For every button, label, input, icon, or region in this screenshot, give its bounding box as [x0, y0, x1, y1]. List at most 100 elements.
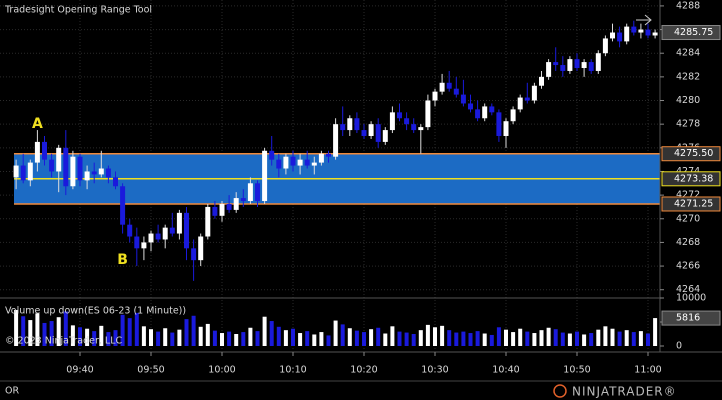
price-marker-label: 4275.50 — [674, 148, 713, 159]
x-tick-label: 11:00 — [634, 365, 661, 376]
y-tick-label: 4278 — [676, 119, 700, 130]
candle-body — [631, 26, 637, 33]
volume-bar — [184, 319, 189, 346]
volume-bar — [347, 328, 352, 346]
candle-body — [184, 212, 189, 249]
candle-body — [347, 118, 353, 131]
volume-bar — [653, 318, 658, 346]
volume-bar — [35, 313, 40, 346]
volume-bar — [149, 329, 153, 346]
annotation: A — [32, 116, 43, 132]
annotation: B — [117, 252, 128, 268]
candle-body — [134, 236, 140, 249]
candle-body — [255, 183, 260, 202]
candle-body — [425, 100, 431, 128]
candle-body — [397, 112, 402, 119]
volume-bar — [106, 332, 111, 346]
candle-body — [624, 26, 630, 42]
candle-body — [176, 212, 182, 234]
volume-bar — [113, 330, 118, 346]
candle-body — [404, 118, 410, 125]
candle-body — [247, 183, 253, 202]
volume-bar — [610, 328, 615, 346]
candle-body — [546, 62, 552, 77]
candle-body — [539, 76, 544, 86]
volume-bar — [120, 314, 125, 346]
price-marker-label: 4285.75 — [674, 27, 713, 38]
candle-body — [304, 159, 310, 166]
volume-bar — [99, 325, 104, 346]
x-tick-label: 10:10 — [279, 365, 306, 376]
price-marker-label: 4271.25 — [674, 198, 713, 209]
volume-bar — [49, 321, 54, 346]
candle-body — [27, 162, 33, 181]
candle-body — [574, 59, 580, 68]
volume-bar — [255, 331, 260, 346]
volume-bar — [354, 330, 359, 346]
volume-bar — [646, 333, 650, 346]
candle-body — [382, 130, 388, 142]
candle-body — [524, 97, 530, 101]
volume-bar — [170, 332, 175, 346]
volume-bar — [63, 311, 68, 346]
volume-bar — [262, 316, 267, 346]
volume-bar — [163, 328, 168, 346]
candle-body — [169, 227, 175, 234]
candle-body — [205, 206, 211, 237]
candle-body — [141, 242, 147, 249]
volume-bar — [546, 327, 551, 346]
candle-body — [333, 124, 339, 157]
candle-body — [212, 206, 218, 216]
volume-bar — [177, 329, 182, 346]
volume-bar — [333, 320, 338, 346]
candle-body — [581, 62, 587, 68]
volume-bar — [127, 318, 132, 346]
candle-body — [34, 141, 40, 163]
y-tick-label: 4268 — [676, 237, 700, 248]
candle-body — [617, 32, 623, 42]
volume-bar — [248, 327, 253, 346]
candle-body — [411, 124, 417, 131]
candle-body — [453, 88, 459, 95]
volume-bar — [425, 324, 430, 346]
volume-bar — [603, 326, 608, 346]
footer-tab: OR — [5, 386, 19, 397]
volume-bar — [461, 331, 466, 346]
brand: NINJATRADER® — [572, 385, 677, 399]
candle-body — [567, 59, 573, 71]
candle-body — [510, 109, 516, 122]
volume-marker-label: 5816 — [676, 313, 700, 324]
volume-bar — [369, 329, 374, 346]
volume-bar — [404, 332, 409, 346]
candle-body — [468, 103, 473, 110]
candle-body — [198, 236, 204, 261]
candle-body — [49, 159, 55, 172]
candle-body — [13, 165, 19, 178]
candle-body — [560, 65, 566, 71]
volume-bar — [596, 329, 601, 346]
price-marker — [661, 171, 721, 187]
chart-title: Tradesight Opening Range Tool — [4, 5, 152, 16]
candle-body — [127, 224, 133, 237]
candle-body — [652, 32, 658, 36]
candle-body — [460, 94, 466, 104]
candle-body — [553, 62, 559, 66]
volume-bar — [468, 333, 473, 346]
candle-body — [226, 203, 232, 210]
candle-body — [326, 153, 331, 157]
volume-title: Volume up down(ES 06-23 (1 Minute)) — [5, 306, 186, 317]
candle-body — [290, 156, 296, 166]
volume-bar — [134, 312, 139, 346]
volume-bar — [78, 327, 82, 346]
candle-body — [482, 106, 488, 119]
candle-body — [77, 156, 83, 181]
volume-bar — [141, 326, 146, 346]
candle-body — [283, 156, 289, 169]
candle-body — [155, 233, 161, 240]
volume-tick-label: 0 — [676, 341, 682, 352]
volume-bar — [283, 330, 288, 346]
candle-body — [311, 162, 317, 166]
y-tick-label: 4272 — [676, 190, 700, 201]
scroll-icon[interactable] — [636, 14, 652, 26]
volume-bar — [227, 331, 232, 346]
